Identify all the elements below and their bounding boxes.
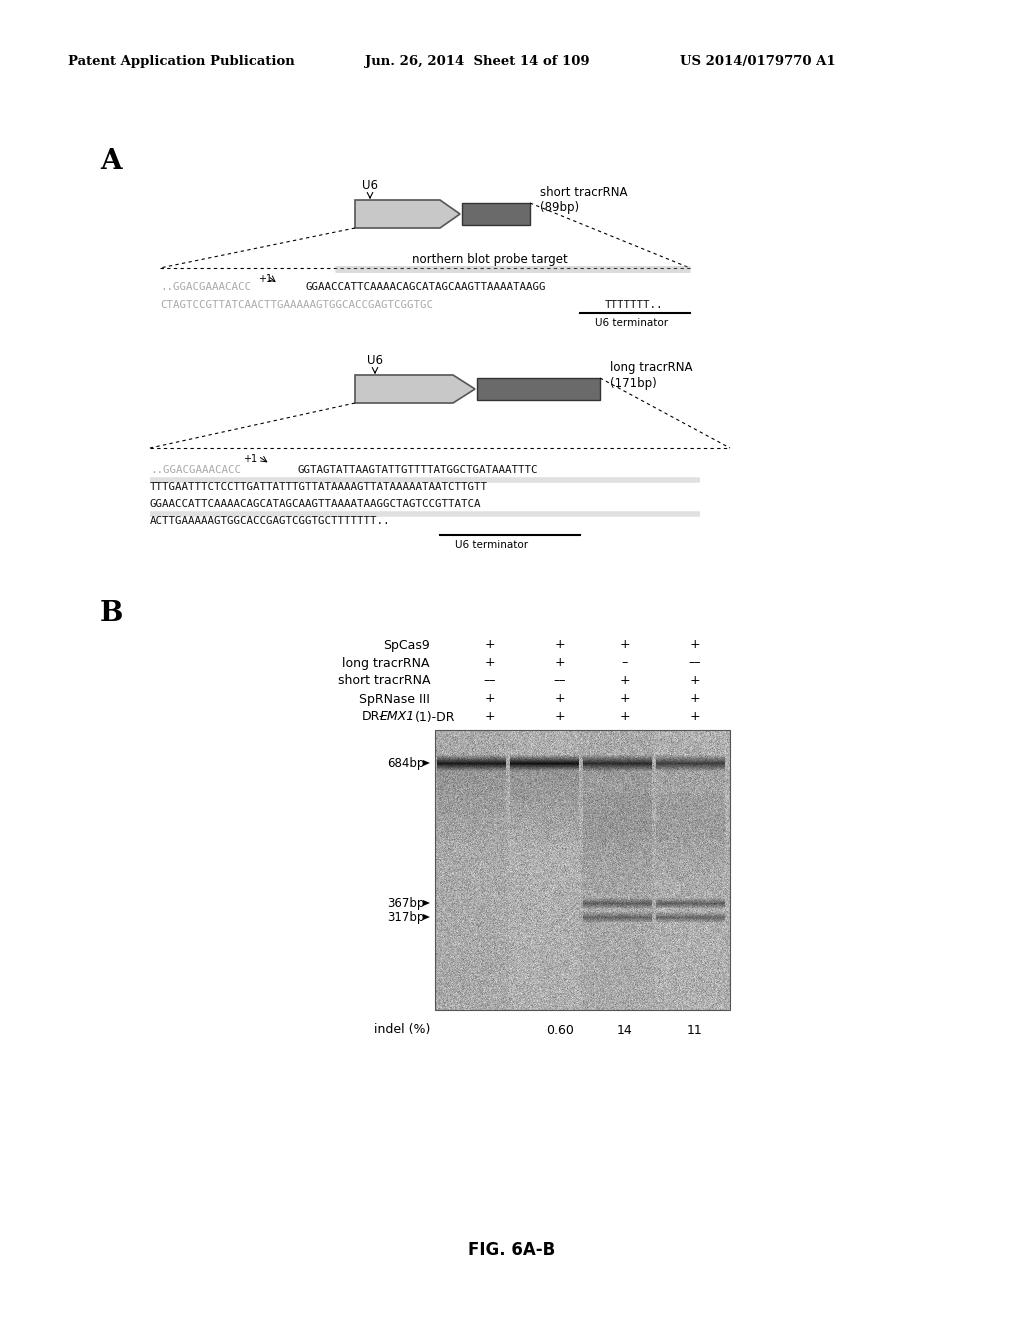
- Text: U6 terminator: U6 terminator: [595, 318, 668, 327]
- Text: ––: ––: [483, 675, 497, 688]
- Text: SpCas9: SpCas9: [383, 639, 430, 652]
- Text: +1: +1: [243, 454, 257, 465]
- Text: +: +: [555, 693, 565, 705]
- Text: 317bp: 317bp: [388, 911, 425, 924]
- Text: A: A: [100, 148, 122, 176]
- Text: FIG. 6A-B: FIG. 6A-B: [468, 1241, 556, 1259]
- Text: +: +: [690, 639, 700, 652]
- Text: 11: 11: [687, 1023, 702, 1036]
- Text: U6 terminator: U6 terminator: [455, 540, 528, 550]
- Text: short tracrRNA
(89bp): short tracrRNA (89bp): [540, 186, 628, 214]
- Text: long tracrRNA: long tracrRNA: [342, 656, 430, 669]
- Polygon shape: [355, 375, 475, 403]
- Text: +: +: [690, 693, 700, 705]
- Text: Patent Application Publication: Patent Application Publication: [68, 55, 295, 69]
- Text: +: +: [620, 675, 631, 688]
- Text: ––: ––: [689, 656, 701, 669]
- Text: +: +: [484, 639, 496, 652]
- Text: US 2014/0179770 A1: US 2014/0179770 A1: [680, 55, 836, 69]
- Text: U6: U6: [367, 354, 383, 367]
- Text: +1: +1: [258, 275, 272, 284]
- Text: ..GGACGAAACACC: ..GGACGAAACACC: [150, 465, 241, 475]
- Text: B: B: [100, 601, 123, 627]
- Bar: [462, 203, 530, 224]
- Polygon shape: [423, 913, 430, 920]
- Text: northern blot probe target: northern blot probe target: [412, 253, 568, 267]
- Text: GGTAGTATTAAGTATTGTTTTATGGCTGATAAATTTC: GGTAGTATTAAGTATTGTTTTATGGCTGATAAATTTC: [297, 465, 538, 475]
- Text: CTAGTCCGTTATCAACTTGAAAAAGTGGCACCGAGTCGGTGC: CTAGTCCGTTATCAACTTGAAAAAGTGGCACCGAGTCGGT…: [160, 300, 433, 310]
- Text: indel (%): indel (%): [374, 1023, 430, 1036]
- Text: GGAACCATTCAAAACAGCATAGCAAGTTAAAATAAGGCTAGTCCGTTATCA: GGAACCATTCAAAACAGCATAGCAAGTTAAAATAAGGCTA…: [150, 499, 481, 510]
- Text: short tracrRNA: short tracrRNA: [338, 675, 430, 688]
- Text: +: +: [620, 710, 631, 723]
- Text: 367bp: 367bp: [388, 896, 425, 909]
- Text: +: +: [484, 693, 496, 705]
- Text: TTTGAATTTCTCCTTGATTATTTGTTATAAAAGTTATAAAAATAATCTTGTT: TTTGAATTTCTCCTTGATTATTTGTTATAAAAGTTATAAA…: [150, 482, 488, 492]
- Text: U6: U6: [362, 180, 378, 191]
- Text: +: +: [484, 710, 496, 723]
- Polygon shape: [355, 201, 460, 228]
- Bar: [477, 378, 600, 400]
- Text: 14: 14: [617, 1023, 633, 1036]
- Text: Jun. 26, 2014  Sheet 14 of 109: Jun. 26, 2014 Sheet 14 of 109: [365, 55, 590, 69]
- Text: ––: ––: [554, 675, 566, 688]
- Text: +: +: [555, 639, 565, 652]
- Polygon shape: [423, 900, 430, 906]
- Text: ACTTGAAAAAGTGGCACCGAGTCGGTGCTTTTTTT..: ACTTGAAAAAGTGGCACCGAGTCGGTGCTTTTTTT..: [150, 516, 390, 525]
- Bar: [435, 730, 730, 1010]
- Text: (1)-DR: (1)-DR: [415, 710, 456, 723]
- Text: +: +: [620, 693, 631, 705]
- Text: +: +: [555, 656, 565, 669]
- Text: 684bp: 684bp: [388, 756, 425, 770]
- Text: DR-: DR-: [362, 710, 384, 723]
- Text: +: +: [690, 710, 700, 723]
- Text: +: +: [484, 656, 496, 669]
- Text: 0.60: 0.60: [546, 1023, 573, 1036]
- Text: +: +: [555, 710, 565, 723]
- Text: SpRNase III: SpRNase III: [359, 693, 430, 705]
- Text: EMX1: EMX1: [380, 710, 416, 723]
- Text: long tracrRNA
(171bp): long tracrRNA (171bp): [610, 360, 692, 389]
- Text: +: +: [620, 639, 631, 652]
- Text: GGAACCATTCAAAACAGCATAGCAAGTTAAAATAAGG: GGAACCATTCAAAACAGCATAGCAAGTTAAAATAAGG: [305, 282, 546, 292]
- Polygon shape: [423, 760, 430, 766]
- Text: TTTTTTT..: TTTTTTT..: [605, 300, 664, 310]
- Text: ..GGACGAAACACC: ..GGACGAAACACC: [160, 282, 251, 292]
- Text: +: +: [690, 675, 700, 688]
- Text: –: –: [622, 656, 628, 669]
